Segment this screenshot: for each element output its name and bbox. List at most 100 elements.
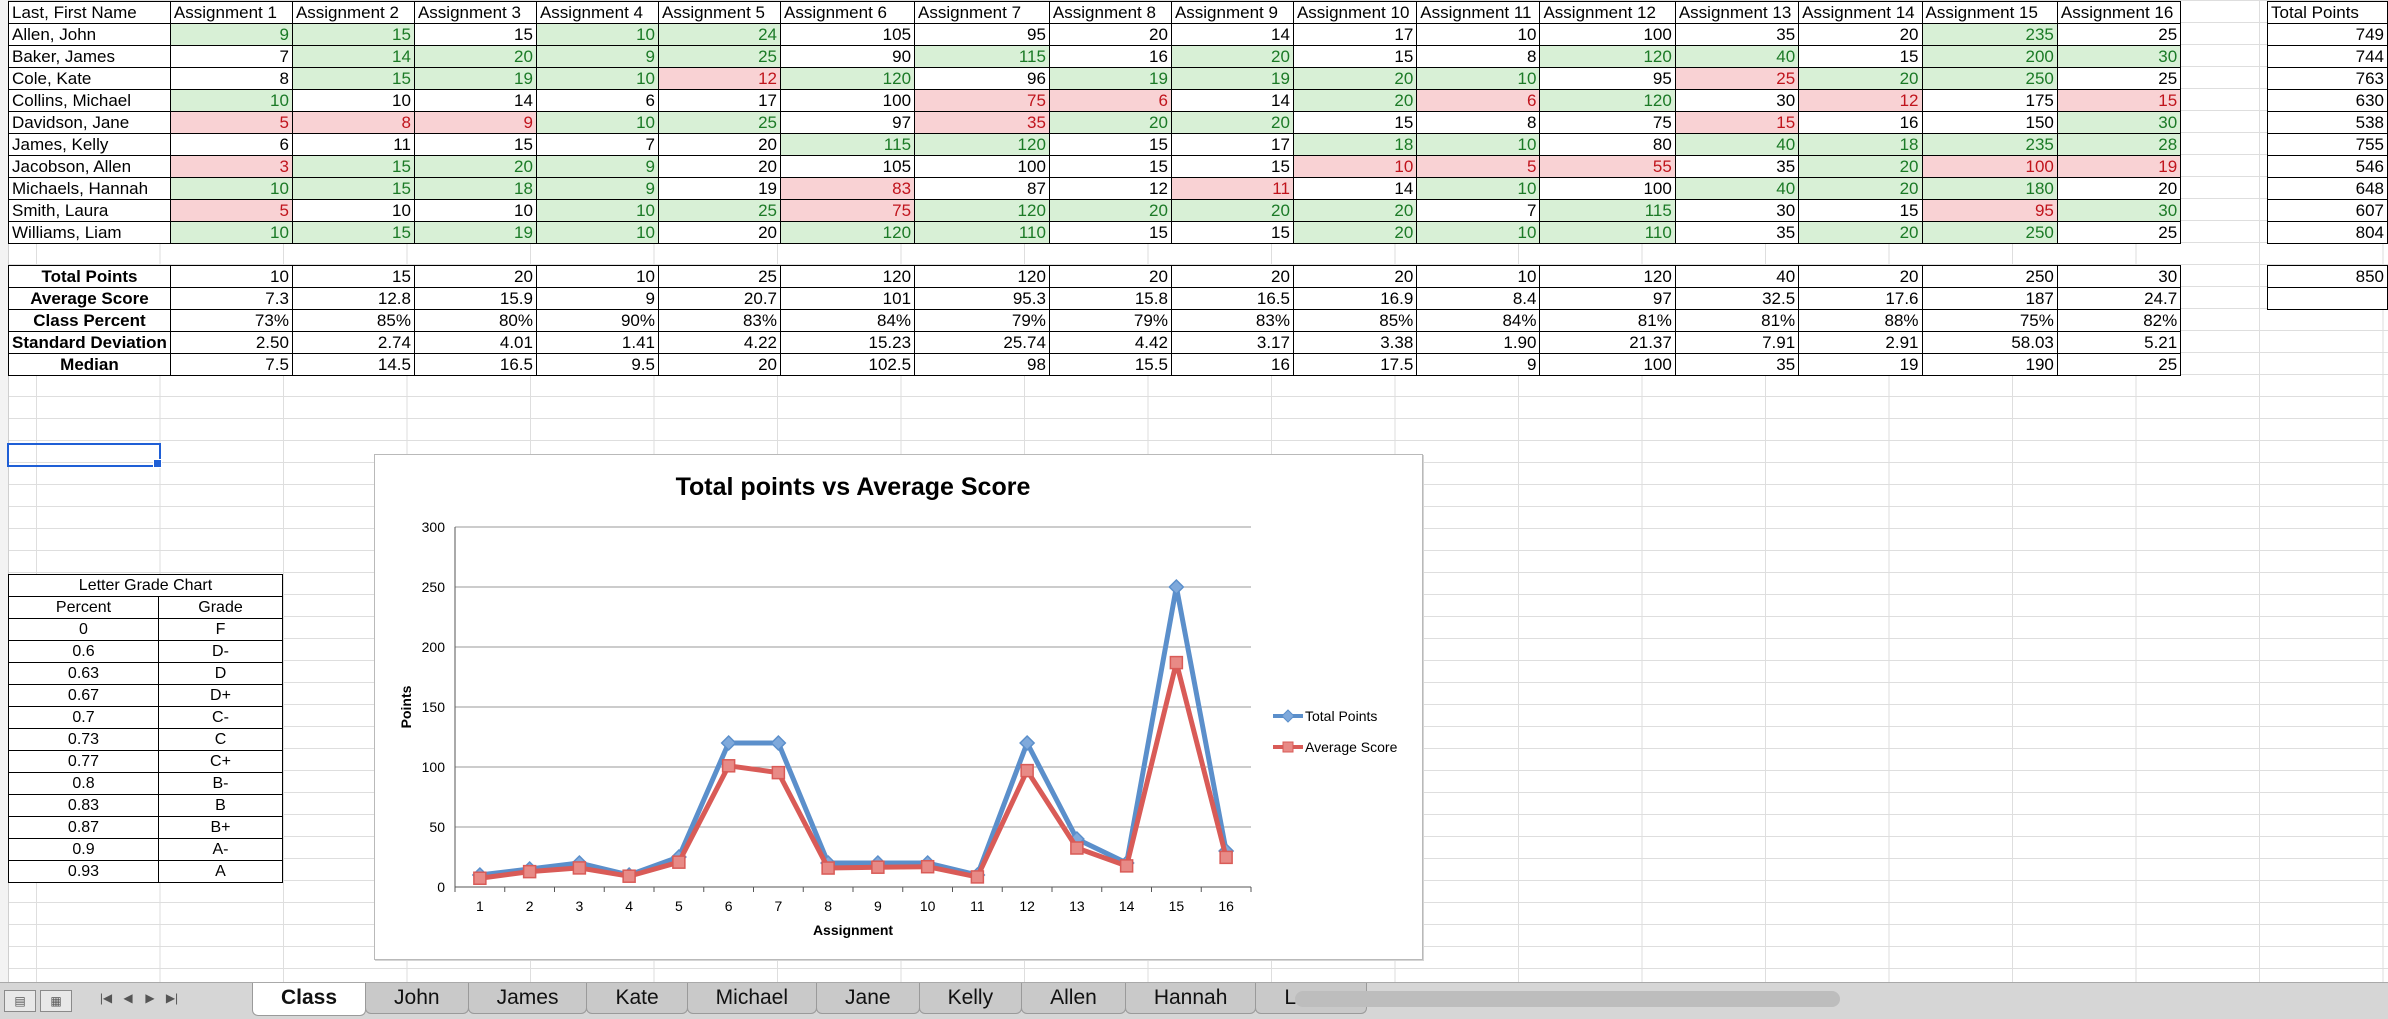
stats-value-cell[interactable]: 95.3	[914, 287, 1050, 310]
score-cell[interactable]: 15	[1674, 111, 1800, 134]
score-cell[interactable]: 15	[1292, 45, 1418, 68]
grade-cell[interactable]: F	[158, 618, 283, 641]
score-cell[interactable]: 75	[779, 199, 916, 222]
percent-cell[interactable]: 0.93	[8, 860, 159, 883]
score-cell[interactable]: 25	[2056, 23, 2182, 46]
sheet-tab-allen[interactable]: Allen	[1021, 983, 1126, 1014]
score-cell[interactable]: 9	[413, 111, 537, 134]
score-cell[interactable]: 20	[1048, 111, 1172, 134]
stats-value-cell[interactable]: 120	[779, 265, 916, 288]
student-name-cell[interactable]: Baker, James	[8, 45, 171, 68]
stats-value-cell[interactable]: 1.41	[535, 331, 659, 354]
empty-cell[interactable]	[1799, 244, 1922, 266]
score-cell[interactable]: 35	[914, 111, 1050, 134]
assignment-header[interactable]: Assignment 14	[1798, 1, 1923, 24]
stats-value-cell[interactable]: 58.03	[1921, 331, 2058, 354]
stats-value-cell[interactable]: 10	[535, 265, 659, 288]
percent-cell[interactable]: 0.83	[8, 794, 159, 817]
score-cell[interactable]: 9	[535, 177, 659, 200]
score-cell[interactable]: 15	[1048, 155, 1172, 178]
percent-cell[interactable]: 0.6	[8, 640, 159, 663]
assignment-header[interactable]: Assignment 5	[657, 1, 782, 24]
stats-value-cell[interactable]: 24.7	[2056, 287, 2182, 310]
score-cell[interactable]: 3	[169, 155, 293, 178]
stats-value-cell[interactable]: 83%	[657, 309, 782, 332]
empty-cell[interactable]	[2057, 244, 2180, 266]
score-cell[interactable]: 18	[1292, 133, 1418, 156]
score-cell[interactable]: 250	[1921, 221, 2058, 244]
percent-cell[interactable]: 0	[8, 618, 159, 641]
score-cell[interactable]: 12	[1048, 177, 1172, 200]
line-chart[interactable]: Total points vs Average Score 0 50 100 150 20…	[374, 454, 1423, 960]
percent-cell[interactable]: 0.67	[8, 684, 159, 707]
student-name-cell[interactable]: Michaels, Hannah	[8, 177, 171, 200]
score-cell[interactable]: 35	[1674, 221, 1800, 244]
score-cell[interactable]: 30	[1674, 199, 1800, 222]
score-cell[interactable]: 115	[779, 133, 916, 156]
score-cell[interactable]: 80	[1539, 133, 1676, 156]
score-cell[interactable]: 20	[657, 155, 782, 178]
percent-cell[interactable]: 0.7	[8, 706, 159, 729]
score-cell[interactable]: 18	[413, 177, 537, 200]
score-cell[interactable]: 20	[1048, 23, 1172, 46]
stats-value-cell[interactable]: 98	[914, 353, 1050, 376]
grade-cell[interactable]: A	[158, 860, 283, 883]
empty-cell[interactable]	[1922, 244, 2057, 266]
score-cell[interactable]: 96	[914, 67, 1050, 90]
student-total-cell[interactable]: 744	[2267, 45, 2388, 68]
stats-value-cell[interactable]: 3.17	[1170, 331, 1294, 354]
stats-value-cell[interactable]: 30	[2056, 265, 2182, 288]
score-cell[interactable]: 10	[1416, 221, 1541, 244]
score-cell[interactable]: 20	[1292, 221, 1418, 244]
score-cell[interactable]: 20	[1170, 199, 1294, 222]
score-cell[interactable]: 17	[1292, 23, 1418, 46]
score-cell[interactable]: 20	[657, 133, 782, 156]
score-cell[interactable]: 6	[169, 133, 293, 156]
score-cell[interactable]: 120	[779, 221, 916, 244]
stats-value-cell[interactable]: 35	[1674, 353, 1800, 376]
assignment-header[interactable]: Assignment 3	[413, 1, 537, 24]
stats-value-cell[interactable]: 79%	[1048, 309, 1172, 332]
stats-label-cell[interactable]: Total Points	[8, 265, 171, 288]
score-cell[interactable]: 7	[535, 133, 659, 156]
score-cell[interactable]: 8	[291, 111, 415, 134]
score-cell[interactable]: 15	[2056, 89, 2182, 112]
score-cell[interactable]: 55	[1539, 155, 1676, 178]
stats-value-cell[interactable]: 20.7	[657, 287, 782, 310]
grade-cell[interactable]: B+	[158, 816, 283, 839]
stats-value-cell[interactable]: 17.6	[1798, 287, 1923, 310]
stats-value-cell[interactable]: 4.42	[1048, 331, 1172, 354]
score-cell[interactable]: 20	[1292, 67, 1418, 90]
stats-value-cell[interactable]: 101	[779, 287, 916, 310]
score-cell[interactable]: 40	[1674, 45, 1800, 68]
last-sheet-icon[interactable]: ▶|	[165, 991, 179, 1005]
score-cell[interactable]: 10	[535, 67, 659, 90]
stats-value-cell[interactable]: 25.74	[914, 331, 1050, 354]
score-cell[interactable]: 87	[914, 177, 1050, 200]
stats-value-cell[interactable]: 12.8	[291, 287, 415, 310]
score-cell[interactable]: 235	[1921, 133, 2058, 156]
stats-value-cell[interactable]: 20	[1292, 265, 1418, 288]
stats-value-cell[interactable]: 4.01	[413, 331, 537, 354]
score-cell[interactable]: 15	[1170, 155, 1294, 178]
score-cell[interactable]: 235	[1921, 23, 2058, 46]
grade-cell[interactable]: A-	[158, 838, 283, 861]
stats-value-cell[interactable]: 15.5	[1048, 353, 1172, 376]
score-cell[interactable]: 120	[779, 67, 916, 90]
score-cell[interactable]: 11	[1170, 177, 1294, 200]
score-cell[interactable]: 18	[1798, 133, 1923, 156]
empty-cell[interactable]	[781, 244, 915, 266]
student-name-cell[interactable]: Collins, Michael	[8, 89, 171, 112]
sheet-tab-john[interactable]: John	[365, 983, 469, 1014]
student-name-cell[interactable]: Allen, John	[8, 23, 171, 46]
score-cell[interactable]: 12	[1798, 89, 1923, 112]
score-cell[interactable]: 20	[1292, 89, 1418, 112]
assignment-header[interactable]: Assignment 16	[2056, 1, 2182, 24]
student-total-cell[interactable]: 546	[2267, 155, 2388, 178]
score-cell[interactable]: 180	[1921, 177, 2058, 200]
stats-value-cell[interactable]: 10	[169, 265, 293, 288]
stats-value-cell[interactable]: 84%	[779, 309, 916, 332]
score-cell[interactable]: 20	[1170, 111, 1294, 134]
score-cell[interactable]: 95	[1539, 67, 1676, 90]
stats-label-cell[interactable]: Class Percent	[8, 309, 171, 332]
